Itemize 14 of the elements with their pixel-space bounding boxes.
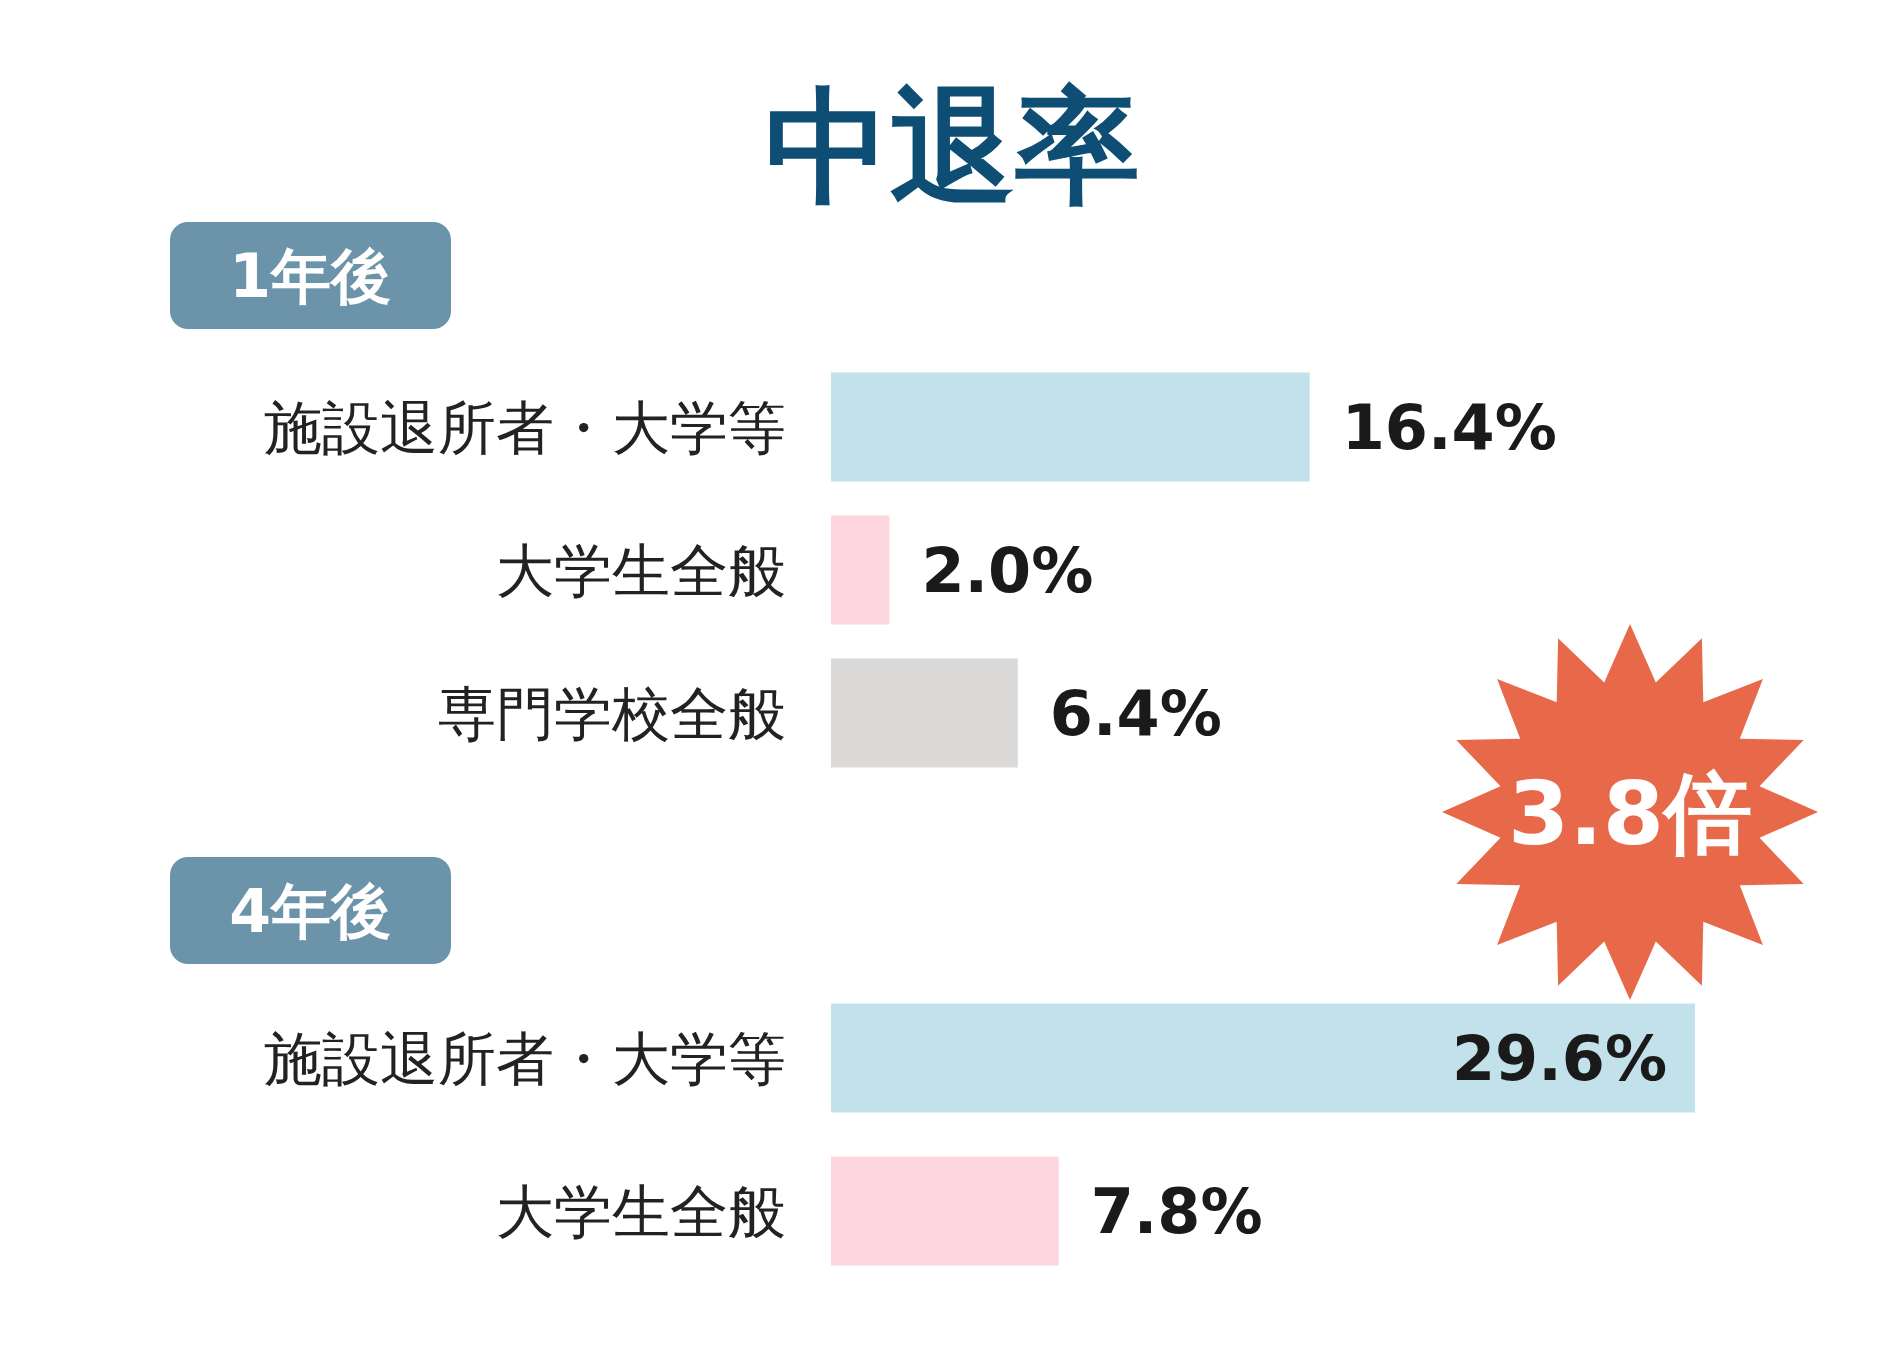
y-tick-label: 施設退所者・大学等 bbox=[264, 1025, 786, 1093]
text: 4年後 bbox=[229, 876, 391, 946]
data-label: 29.6% bbox=[1451, 1022, 1667, 1095]
text: 3.8倍 bbox=[1508, 762, 1752, 865]
y-tick-label: 施設退所者・大学等 bbox=[264, 394, 786, 462]
data-label: 7.8% bbox=[1090, 1175, 1263, 1248]
y-tick-label: 大学生全般 bbox=[496, 537, 786, 605]
data-label: 6.4% bbox=[1049, 677, 1222, 750]
data-label: 2.0% bbox=[921, 534, 1094, 607]
text: 1年後 bbox=[229, 241, 391, 311]
y-tick-label: 大学生全般 bbox=[496, 1178, 786, 1246]
data-label: 16.4% bbox=[1341, 391, 1557, 464]
y-tick-label: 専門学校全般 bbox=[438, 680, 786, 748]
chart-title: 中退率 bbox=[764, 74, 1140, 219]
